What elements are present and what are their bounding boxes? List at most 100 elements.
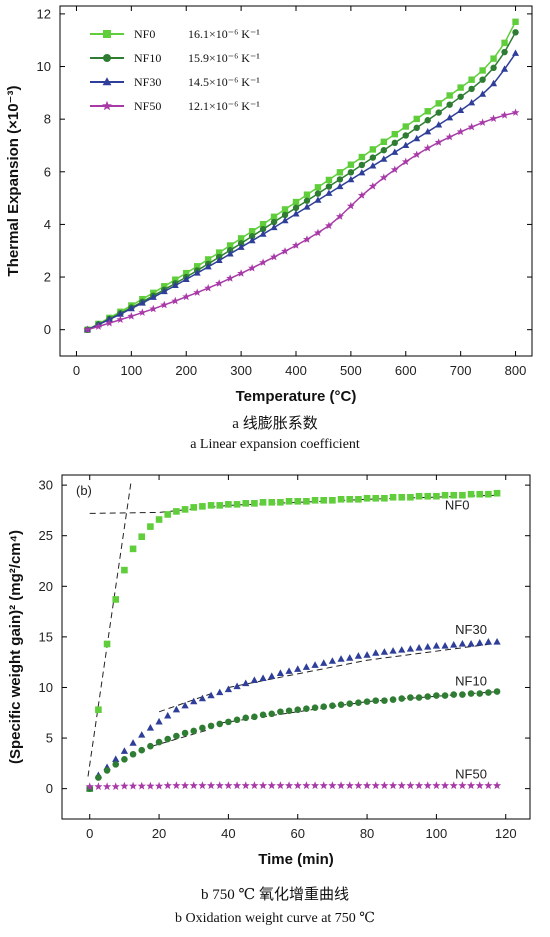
data-point-nf0 — [147, 523, 154, 530]
data-point-nf30 — [276, 669, 285, 676]
data-point-nf30 — [468, 99, 476, 106]
data-point-nf50 — [241, 781, 250, 790]
data-point-nf50 — [127, 312, 136, 320]
data-point-nf50 — [207, 781, 216, 790]
data-point-nf50 — [478, 118, 487, 126]
x-tick-label: 120 — [495, 826, 517, 841]
data-point-nf0 — [164, 511, 172, 518]
data-point-nf30 — [181, 701, 189, 709]
data-point-nf30 — [127, 304, 135, 312]
data-point-nf50 — [198, 781, 207, 790]
data-point-nf0 — [292, 198, 300, 206]
data-point-nf30 — [337, 655, 345, 662]
data-point-nf50 — [224, 781, 233, 790]
data-point-nf50 — [215, 781, 224, 790]
data-point-nf10 — [181, 729, 189, 737]
legend-name-nf50: NF50 — [134, 99, 161, 113]
data-point-nf10 — [476, 690, 484, 697]
data-point-nf0 — [329, 496, 336, 504]
data-point-nf10 — [329, 702, 336, 709]
data-point-nf0 — [398, 493, 406, 501]
data-point-nf30 — [149, 293, 157, 300]
data-point-nf10 — [270, 218, 278, 226]
data-point-nf0 — [336, 169, 344, 176]
data-point-nf50 — [314, 228, 322, 237]
data-point-nf50 — [337, 781, 346, 790]
data-point-nf30 — [116, 310, 124, 317]
data-point-nf50 — [406, 781, 415, 790]
data-point-nf0 — [237, 235, 245, 242]
data-point-nf0 — [493, 489, 501, 497]
data-point-nf10 — [320, 703, 328, 710]
data-point-nf10 — [173, 732, 180, 740]
data-point-nf30 — [146, 723, 155, 731]
data-point-nf0 — [303, 498, 310, 505]
data-point-nf30 — [302, 663, 311, 670]
data-point-nf0 — [325, 176, 333, 184]
data-point-nf30 — [467, 640, 475, 647]
data-point-nf50 — [276, 781, 285, 790]
data-point-nf30 — [172, 705, 181, 713]
y-tick-label: 8 — [44, 112, 51, 127]
data-point-nf0 — [433, 492, 440, 500]
data-point-nf30 — [268, 672, 276, 679]
series-annotation: NF50 — [455, 767, 487, 782]
data-point-nf30 — [204, 262, 212, 270]
data-point-nf50 — [379, 173, 388, 181]
data-point-nf50 — [137, 781, 146, 790]
data-point-nf10 — [281, 211, 289, 219]
data-point-nf30 — [441, 642, 449, 649]
data-point-nf10 — [268, 710, 276, 718]
data-point-nf0 — [314, 184, 322, 191]
data-point-nf10 — [501, 48, 508, 56]
y-tick-label: 0 — [46, 781, 53, 796]
fit-line — [158, 692, 215, 713]
data-point-nf50 — [475, 781, 484, 790]
caption-b-chinese: b 750 ℃ 氧化增重曲线 — [200, 887, 350, 903]
data-point-nf10 — [164, 735, 172, 743]
data-point-nf0 — [512, 18, 519, 25]
x-axis-title: Time (min) — [258, 851, 334, 868]
y-axis-title: Thermal Expansion (×10⁻³) — [5, 86, 22, 277]
caption-b-english: b Oxidation weight curve at 750 ℃ — [175, 911, 375, 926]
data-point-nf50 — [193, 288, 202, 296]
data-point-nf30 — [354, 652, 363, 659]
data-point-nf10 — [303, 197, 311, 204]
data-point-nf30 — [415, 644, 423, 651]
data-point-nf10 — [199, 724, 206, 732]
data-point-nf30 — [248, 236, 256, 244]
y-tick-label: 5 — [46, 731, 53, 746]
legend-coefficient-nf0: 16.1×10⁻⁶ K⁻¹ — [188, 27, 260, 41]
chart-thermal-expansion: 0 100 200 300 400 500 600 700 800 0 2 4 6 8 10 12 Temper… — [0, 0, 550, 412]
y-tick-label: 0 — [44, 322, 51, 337]
data-point-nf10 — [485, 689, 492, 696]
data-point-nf30 — [311, 661, 319, 668]
data-point-nf0 — [259, 499, 267, 506]
data-point-nf10 — [369, 154, 377, 161]
y-tick-label: 10 — [39, 680, 53, 695]
data-point-nf0 — [501, 39, 508, 47]
data-point-nf10 — [285, 707, 293, 715]
data-point-nf10 — [325, 183, 333, 190]
data-point-nf30 — [457, 106, 465, 114]
data-point-nf0 — [435, 100, 442, 107]
data-point-nf30 — [314, 196, 322, 203]
data-point-nf30 — [512, 49, 520, 56]
data-point-nf0 — [248, 228, 256, 235]
data-point-nf50 — [345, 781, 354, 790]
data-point-nf10 — [413, 124, 420, 132]
data-point-nf50 — [390, 165, 399, 173]
data-point-nf50 — [302, 781, 311, 790]
data-point-nf10 — [363, 698, 371, 705]
data-point-nf10 — [336, 176, 344, 183]
panel-label: (b) — [76, 483, 92, 498]
data-point-nf0 — [226, 242, 234, 249]
data-point-nf30 — [138, 731, 146, 738]
series-annotation: NF0 — [445, 497, 470, 512]
data-point-nf30 — [372, 649, 380, 656]
x-tick-label: 20 — [152, 826, 166, 841]
data-point-nf30 — [259, 230, 267, 237]
data-point-nf10 — [346, 700, 354, 707]
data-point-nf0 — [121, 566, 128, 574]
data-point-nf50 — [458, 781, 467, 790]
